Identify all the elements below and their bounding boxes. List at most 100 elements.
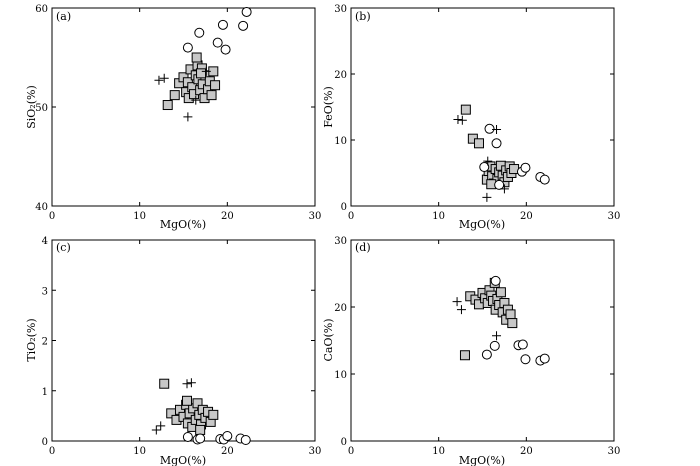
panel-b-plus-point-1 <box>457 115 467 125</box>
panel-d-square-point-14 <box>495 287 506 298</box>
panel-c-y-tick-label-1: 1 <box>42 387 48 398</box>
panel-c-circle-point-5 <box>222 430 233 441</box>
panel-c-x-tick-label-1: 10 <box>133 446 146 457</box>
panel-b-y-tick-label-1: 10 <box>334 136 347 147</box>
panel-c-label: (c) <box>56 241 71 254</box>
panel-d-markers <box>452 275 550 366</box>
panel-c-square-point-0 <box>159 378 170 389</box>
panel-d-x-axis-label: MgO(%) <box>459 454 505 466</box>
panel-a-x-tick-label-0: 0 <box>49 211 55 222</box>
panel-d-x-tick-label-1: 10 <box>432 446 445 457</box>
panel-b-square-point-2 <box>473 138 484 149</box>
panel-b-frame <box>350 7 615 207</box>
panel-b-plus-point-0 <box>453 115 463 125</box>
panel-a-x-tick-label-1: 10 <box>133 211 146 222</box>
panel-a-x-tick-label-2: 20 <box>221 211 234 222</box>
panel-a-ticks: 0 10 20 30 40 50 60 <box>35 4 321 222</box>
panel-b-y-tick-label-3: 30 <box>334 4 347 15</box>
panel-b-circle-point-6 <box>479 162 490 173</box>
panel-a-plus-point-1 <box>159 73 169 83</box>
panel-d-frame <box>350 239 615 442</box>
panel-c-square-point-18 <box>208 409 219 420</box>
panel-a-square-point-24 <box>196 68 207 79</box>
panel-d-circle-point-1 <box>481 349 492 360</box>
panel-a-square-point-20 <box>206 90 217 101</box>
panel-d-circle-point-5 <box>520 354 531 365</box>
panel-a: (a) 0 10 20 30 40 50 60 MgO(%) SiO₂(%) <box>25 4 321 231</box>
panel-b-x-axis-label: MgO(%) <box>459 218 505 231</box>
panel-a-square-point-1 <box>169 90 180 101</box>
panel-d-plus-point-0 <box>452 297 462 307</box>
panel-a-plus-point-3 <box>191 95 201 105</box>
panel-c-x-axis-label: MgO(%) <box>160 454 206 466</box>
panel-a-circle-point-5 <box>220 44 231 55</box>
panel-c-circle-point-2 <box>195 433 206 444</box>
panel-b-circle-point-1 <box>491 138 502 149</box>
panel-c-plus-point-0 <box>151 425 161 435</box>
panel-c-square-point-11 <box>192 398 203 409</box>
panel-c-y-tick-label-3: 3 <box>42 286 48 297</box>
panel-a-circle-point-3 <box>194 27 205 38</box>
panel-b-circle-point-0 <box>484 123 495 134</box>
panel-b-x-tick-label-1: 10 <box>432 211 445 222</box>
panel-d-circle-point-2 <box>489 340 500 351</box>
panel-a-circle-point-2 <box>217 19 228 30</box>
panel-a-y-tick-label-0: 40 <box>35 202 48 213</box>
panel-b-plus-point-3 <box>482 192 492 202</box>
panel-d-y-tick-label-3: 30 <box>334 236 347 247</box>
panel-d-plus-point-1 <box>456 305 466 315</box>
panel-b-plus-point-2 <box>492 124 502 134</box>
panel-a-x-tick-label-3: 30 <box>309 211 322 222</box>
panel-a-square-point-22 <box>210 80 221 91</box>
panel-c-circle-point-7 <box>240 434 251 445</box>
panel-b-circle-point-3 <box>520 162 531 173</box>
panel-c-circle-point-0 <box>182 431 193 442</box>
panel-d-circle-point-7 <box>539 353 550 364</box>
panel-c-x-tick-label-3: 30 <box>309 446 322 457</box>
panel-c-plus-point-1 <box>156 421 166 431</box>
panel-b-ticks: 0 10 20 30 0 10 20 30 <box>334 4 620 222</box>
panel-d-square-point-19 <box>505 309 516 320</box>
panel-b: (b) 0 10 20 30 0 10 20 30 MgO(%) FeO(%) <box>322 4 620 231</box>
panel-a-circle-point-6 <box>182 42 193 53</box>
panel-d-y-axis-label: CaO(%) <box>322 318 335 361</box>
panel-a-plus-point-4 <box>201 66 211 76</box>
panel-b-square-point-0 <box>460 104 471 115</box>
panel-a-frame <box>51 7 316 207</box>
panel-a-markers <box>154 6 252 122</box>
panel-c-plus-point-3 <box>186 378 196 388</box>
panel-c-y-tick-label-0: 0 <box>42 437 48 448</box>
panel-d-x-tick-label-2: 20 <box>520 446 533 457</box>
panel-c-plus-point-2 <box>182 379 192 389</box>
panel-d-square-point-0 <box>459 350 470 361</box>
panel-d-y-tick-label-2: 20 <box>334 303 347 314</box>
panel-b-y-tick-label-0: 0 <box>341 202 347 213</box>
panel-b-y-axis-label: FeO(%) <box>322 86 335 128</box>
panel-c-square-point-20 <box>195 424 206 435</box>
panel-a-circle-point-4 <box>212 37 223 48</box>
panel-c-x-tick-label-2: 20 <box>221 446 234 457</box>
panel-a-plus-point-2 <box>183 112 193 122</box>
panel-d-y-tick-label-0: 0 <box>341 437 347 448</box>
panel-d-x-tick-label-0: 0 <box>348 446 354 457</box>
panel-c-y-tick-label-4: 4 <box>42 236 48 247</box>
panel-d-circle-point-0 <box>490 275 501 286</box>
panel-c: (c) 0 10 20 30 0 1 2 3 4 MgO(%) TiO₂(%) <box>25 236 321 466</box>
panel-d-ticks: 0 10 20 30 0 10 20 30 <box>334 236 620 457</box>
panel-c-square-point-19 <box>182 395 193 406</box>
panel-a-y-tick-label-1: 50 <box>35 103 48 114</box>
panel-c-y-axis-label: TiO₂(%) <box>25 318 38 361</box>
panel-a-circle-point-1 <box>238 20 249 31</box>
panel-a-y-axis-label: SiO₂(%) <box>25 85 38 129</box>
panel-a-plus-point-0 <box>154 75 164 85</box>
panel-b-x-tick-label-2: 20 <box>520 211 533 222</box>
panel-a-square-point-0 <box>162 100 173 111</box>
panel-b-circle-point-5 <box>539 174 550 185</box>
panel-a-label: (a) <box>56 10 71 23</box>
panel-b-x-tick-label-0: 0 <box>348 211 354 222</box>
panel-d-x-tick-label-3: 30 <box>608 446 621 457</box>
panel-b-plus-point-5 <box>483 156 493 166</box>
panel-d-circle-point-4 <box>517 339 528 350</box>
panel-a-x-axis-label: MgO(%) <box>160 218 206 231</box>
